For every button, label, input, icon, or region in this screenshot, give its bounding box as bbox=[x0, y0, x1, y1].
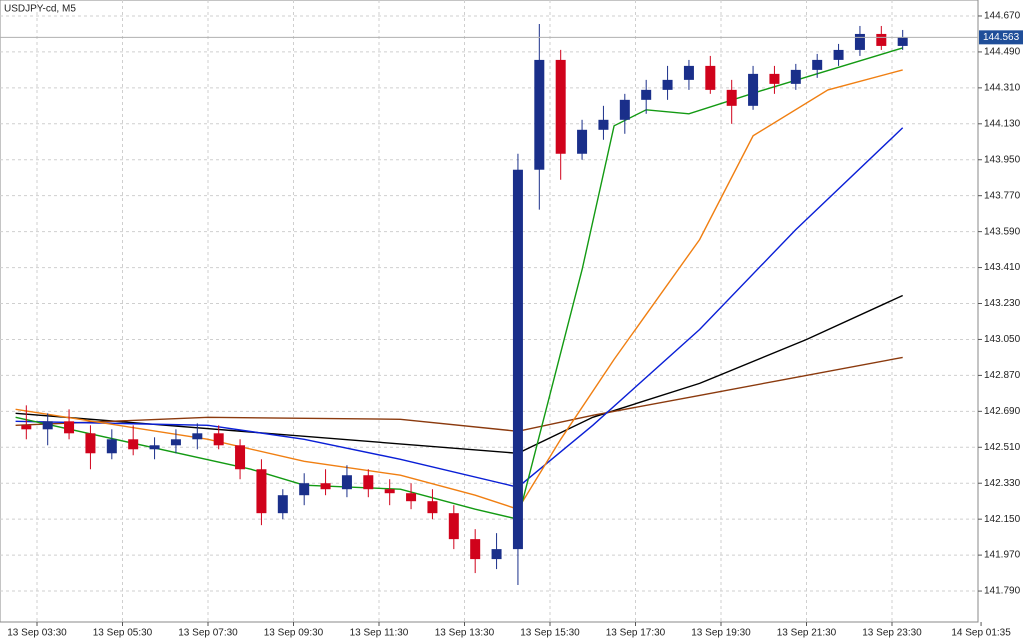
y-tick-label: 141.970 bbox=[984, 550, 1021, 561]
candle-body bbox=[85, 433, 96, 454]
candle-body bbox=[854, 33, 865, 50]
x-tick-label: 13 Sep 03:30 bbox=[7, 628, 67, 639]
y-tick-label: 143.770 bbox=[984, 190, 1021, 201]
candle-body bbox=[406, 493, 417, 502]
candle-body bbox=[42, 421, 53, 430]
candle-body bbox=[491, 549, 502, 560]
y-tick-label: 143.230 bbox=[984, 298, 1021, 309]
chart-title: USDJPY-cd, M5 bbox=[4, 4, 76, 15]
y-tick-label: 144.670 bbox=[984, 11, 1021, 22]
x-tick-label: 13 Sep 17:30 bbox=[606, 628, 666, 639]
candle-body bbox=[384, 489, 395, 494]
y-tick-label: 143.950 bbox=[984, 154, 1021, 165]
candle-body bbox=[106, 439, 117, 454]
candle-body bbox=[769, 73, 780, 84]
x-tick-label: 13 Sep 11:30 bbox=[350, 628, 409, 639]
candle-body bbox=[876, 33, 887, 46]
y-tick-label: 143.590 bbox=[984, 226, 1021, 237]
candle-body bbox=[256, 469, 267, 514]
x-tick-label: 14 Sep 01:35 bbox=[951, 628, 1011, 639]
indicator-line bbox=[15, 69, 903, 511]
x-tick-label: 13 Sep 15:30 bbox=[520, 628, 580, 639]
x-tick-label: 13 Sep 05:30 bbox=[93, 628, 153, 639]
candle-body bbox=[235, 445, 246, 470]
candle-body bbox=[277, 495, 288, 514]
candle-body bbox=[662, 79, 673, 90]
y-tick-label: 141.790 bbox=[984, 586, 1021, 597]
y-tick-label: 142.870 bbox=[984, 370, 1021, 381]
last-price-label: 144.563 bbox=[983, 32, 1020, 43]
x-tick-label: 13 Sep 23:30 bbox=[862, 628, 922, 639]
y-tick-label: 144.130 bbox=[984, 118, 1021, 129]
candle-body bbox=[363, 475, 374, 490]
candle-body bbox=[427, 501, 438, 514]
y-tick-label: 144.490 bbox=[984, 47, 1021, 58]
candle-body bbox=[213, 433, 224, 446]
candle-body bbox=[897, 37, 908, 46]
candle-body bbox=[812, 59, 823, 70]
x-tick-label: 13 Sep 13:30 bbox=[435, 628, 495, 639]
candle-body bbox=[149, 445, 160, 450]
candle-body bbox=[790, 69, 801, 84]
candle-body bbox=[299, 483, 310, 496]
x-tick-label: 13 Sep 19:30 bbox=[691, 628, 751, 639]
indicator-line bbox=[15, 294, 903, 455]
candle-body bbox=[534, 59, 545, 170]
y-tick-label: 143.410 bbox=[984, 262, 1021, 273]
y-tick-label: 142.690 bbox=[984, 406, 1021, 417]
candle-body bbox=[192, 433, 203, 440]
candle-body bbox=[619, 99, 630, 120]
y-tick-label: 142.330 bbox=[984, 478, 1021, 489]
indicator-line bbox=[15, 47, 903, 521]
candle-body bbox=[748, 73, 759, 106]
candle-body bbox=[170, 439, 181, 446]
x-tick-label: 13 Sep 21:30 bbox=[777, 628, 837, 639]
candle-body bbox=[128, 439, 139, 450]
candle-body bbox=[726, 89, 737, 106]
plot-frame bbox=[0, 0, 979, 623]
candle-body bbox=[341, 475, 352, 490]
candle-body bbox=[641, 89, 652, 100]
candle-body bbox=[320, 483, 331, 490]
candle-body bbox=[683, 65, 694, 80]
last-price-box bbox=[979, 30, 1023, 45]
y-tick-label: 144.310 bbox=[984, 82, 1021, 93]
candle-body bbox=[21, 425, 32, 430]
candle-body bbox=[512, 169, 523, 550]
candle-body bbox=[64, 421, 75, 434]
candle-body bbox=[833, 49, 844, 60]
y-tick-label: 142.510 bbox=[984, 442, 1021, 453]
y-tick-label: 143.050 bbox=[984, 334, 1021, 345]
y-tick-label: 142.150 bbox=[984, 514, 1021, 525]
candle-body bbox=[470, 539, 481, 560]
candle-body bbox=[577, 129, 588, 154]
candle-body bbox=[448, 513, 459, 540]
x-tick-label: 13 Sep 07:30 bbox=[178, 628, 238, 639]
candle-body bbox=[598, 119, 609, 130]
x-tick-label: 13 Sep 09:30 bbox=[264, 628, 324, 639]
candle-body bbox=[555, 59, 566, 154]
candle-body bbox=[705, 65, 716, 90]
